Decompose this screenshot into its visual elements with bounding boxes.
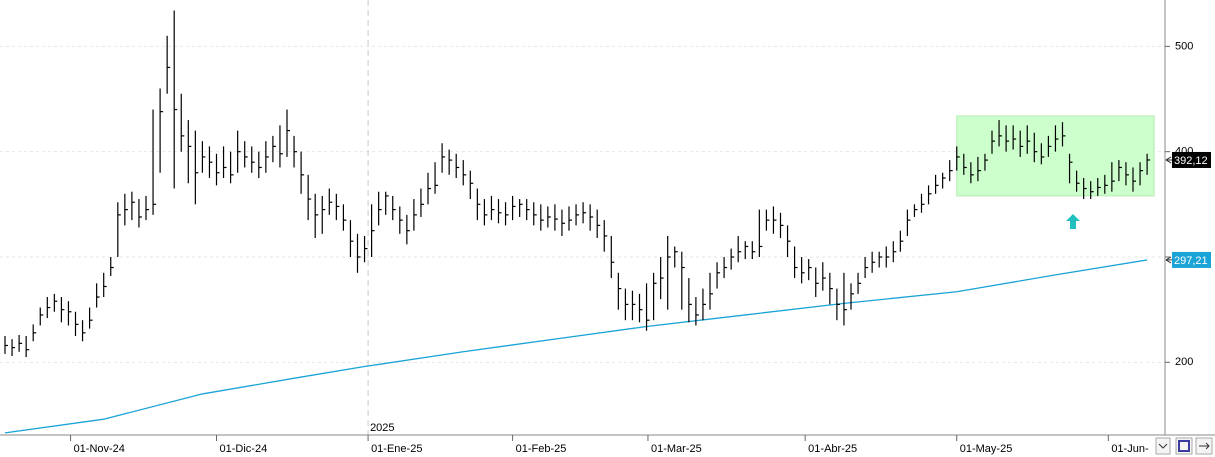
arrow-icon xyxy=(1199,442,1210,450)
save-icon xyxy=(1178,440,1190,452)
price-pointer xyxy=(1165,256,1172,264)
x-tick-label: 01-Jun- xyxy=(1111,443,1149,455)
price-label-box xyxy=(1172,151,1211,168)
year-label: 2025 xyxy=(370,422,394,434)
x-tick-label: 01-Nov-24 xyxy=(74,443,125,455)
moving-average-line xyxy=(4,259,1148,434)
scroll-button[interactable] xyxy=(1155,437,1171,455)
up-arrow xyxy=(1066,214,1080,229)
price-label: 392,12 xyxy=(1174,155,1208,167)
y-tick-label: 200 xyxy=(1175,356,1193,368)
chevron-icon xyxy=(1158,443,1168,449)
price-label-box xyxy=(1172,251,1211,268)
price-pointer xyxy=(1165,156,1172,164)
y-tick-label: 500 xyxy=(1175,40,1193,52)
x-tick-label: 01-Dic-24 xyxy=(220,443,268,455)
toolbar[interactable] xyxy=(1155,437,1213,455)
x-tick-label: 01-Ene-25 xyxy=(371,443,422,455)
x-tick-label: 01-Abr-25 xyxy=(808,443,857,455)
plot-area xyxy=(0,0,1165,435)
price-label: 297,21 xyxy=(1174,255,1208,267)
x-tick-label: 01-Feb-25 xyxy=(516,443,567,455)
x-tick-label: 01-May-25 xyxy=(960,443,1013,455)
x-tick-label: 01-Mar-25 xyxy=(651,443,702,455)
